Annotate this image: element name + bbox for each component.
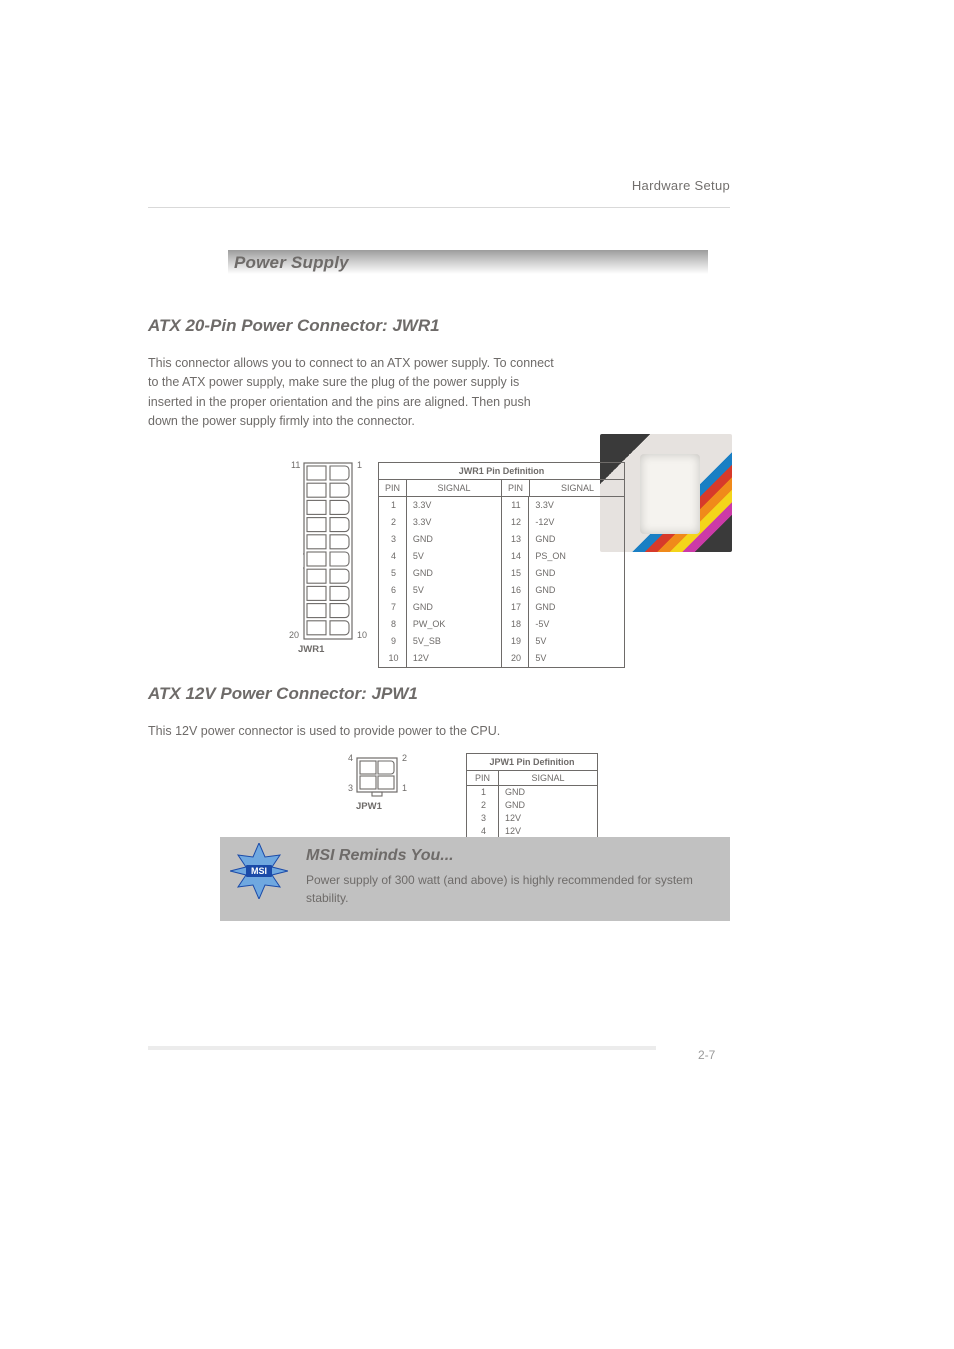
section-banner: Power Supply: [228, 250, 708, 274]
jpw1-table: JPW1 Pin Definition PIN SIGNAL 1GND2GND3…: [466, 753, 598, 839]
table-cell: GND: [529, 565, 624, 582]
table-cell: 2: [379, 514, 406, 531]
table-cell: GND: [499, 786, 597, 799]
table-cell: 5V: [529, 633, 624, 650]
pin-corner-tr: 1: [357, 460, 362, 470]
jpw1-diagram: [356, 757, 398, 797]
th: SIGNAL: [407, 480, 502, 496]
table-cell: 5V_SB: [407, 633, 501, 650]
table-cell: 14: [502, 548, 529, 565]
table-cell: 5V: [529, 650, 624, 667]
table-cell: 18: [502, 616, 529, 633]
pin-corner-bl: 20: [289, 630, 299, 640]
th: SIGNAL: [530, 480, 625, 496]
jpw1-table-title: JPW1 Pin Definition: [467, 754, 597, 771]
table-cell: PW_OK: [407, 616, 501, 633]
table-cell: 3.3V: [529, 497, 624, 514]
th: PIN: [467, 771, 499, 785]
table-cell: 4: [379, 548, 406, 565]
jpw-corner-br: 1: [402, 783, 407, 793]
pin-corner-tl: 11: [291, 460, 300, 470]
table-cell: 19: [502, 633, 529, 650]
table-cell: GND: [407, 599, 501, 616]
table-row: 312V: [467, 812, 597, 825]
table-cell: -5V: [529, 616, 624, 633]
table-cell: GND: [407, 565, 501, 582]
jwr1-diagram: [303, 462, 353, 640]
table-cell: 3.3V: [407, 497, 501, 514]
table-cell: 8: [379, 616, 406, 633]
table-cell: 7: [379, 599, 406, 616]
svg-text:MSI: MSI: [251, 866, 267, 876]
pin-corner-br: 10: [357, 630, 367, 640]
table-cell: 3.3V: [407, 514, 501, 531]
table-cell: 12V: [407, 650, 501, 667]
table-cell: 2: [467, 799, 499, 812]
jpw-body: This 12V power connector is used to prov…: [148, 722, 648, 741]
top-rule: [148, 207, 730, 208]
jpw-heading: ATX 12V Power Connector: JPW1: [148, 684, 730, 704]
table-cell: 12: [502, 514, 529, 531]
jpw1-label: JPW1: [356, 801, 382, 812]
table-cell: 16: [502, 582, 529, 599]
bottom-rule: [148, 1046, 656, 1050]
table-cell: 15: [502, 565, 529, 582]
jpw-corner-bl: 3: [348, 783, 353, 793]
table-cell: 10: [379, 650, 406, 667]
jpw-corner-tl: 4: [348, 753, 353, 763]
atx-body: This connector allows you to connect to …: [148, 354, 563, 432]
table-cell: -12V: [529, 514, 624, 531]
atx-heading: ATX 20-Pin Power Connector: JWR1: [148, 316, 730, 336]
th: PIN: [379, 480, 407, 496]
th: SIGNAL: [499, 771, 597, 785]
table-cell: 20: [502, 650, 529, 667]
note-title: MSI Reminds You...: [306, 847, 718, 865]
th: PIN: [502, 480, 530, 496]
table-cell: 3: [379, 531, 406, 548]
table-cell: 13: [502, 531, 529, 548]
chapter-header: Hardware Setup: [148, 178, 730, 193]
jpw-corner-tr: 2: [402, 753, 407, 763]
jwr1-table: JWR1 Pin Definition PIN SIGNAL PIN SIGNA…: [378, 462, 625, 668]
table-cell: PS_ON: [529, 548, 624, 565]
msi-logo-icon: MSI: [230, 843, 288, 899]
jwr1-table-title: JWR1 Pin Definition: [379, 463, 624, 480]
table-cell: 1: [467, 786, 499, 799]
table-row: 2GND: [467, 799, 597, 812]
table-cell: 17: [502, 599, 529, 616]
table-cell: GND: [499, 799, 597, 812]
table-cell: GND: [529, 531, 624, 548]
table-cell: 5V: [407, 548, 501, 565]
table-cell: 5V: [407, 582, 501, 599]
table-cell: 12V: [499, 812, 597, 825]
table-cell: GND: [529, 599, 624, 616]
table-cell: GND: [529, 582, 624, 599]
table-cell: 5: [379, 565, 406, 582]
table-cell: 3: [467, 812, 499, 825]
note-text: Power supply of 300 watt (and above) is …: [306, 871, 718, 907]
table-cell: GND: [407, 531, 501, 548]
page-number: 2-7: [698, 1048, 715, 1062]
table-cell: 9: [379, 633, 406, 650]
table-cell: 1: [379, 497, 406, 514]
section-title: Power Supply: [234, 253, 349, 273]
table-cell: 6: [379, 582, 406, 599]
note-box: MSI MSI Reminds You... Power supply of 3…: [220, 837, 730, 921]
table-row: 1GND: [467, 786, 597, 799]
jwr1-label: JWR1: [298, 644, 324, 655]
table-cell: 11: [502, 497, 529, 514]
